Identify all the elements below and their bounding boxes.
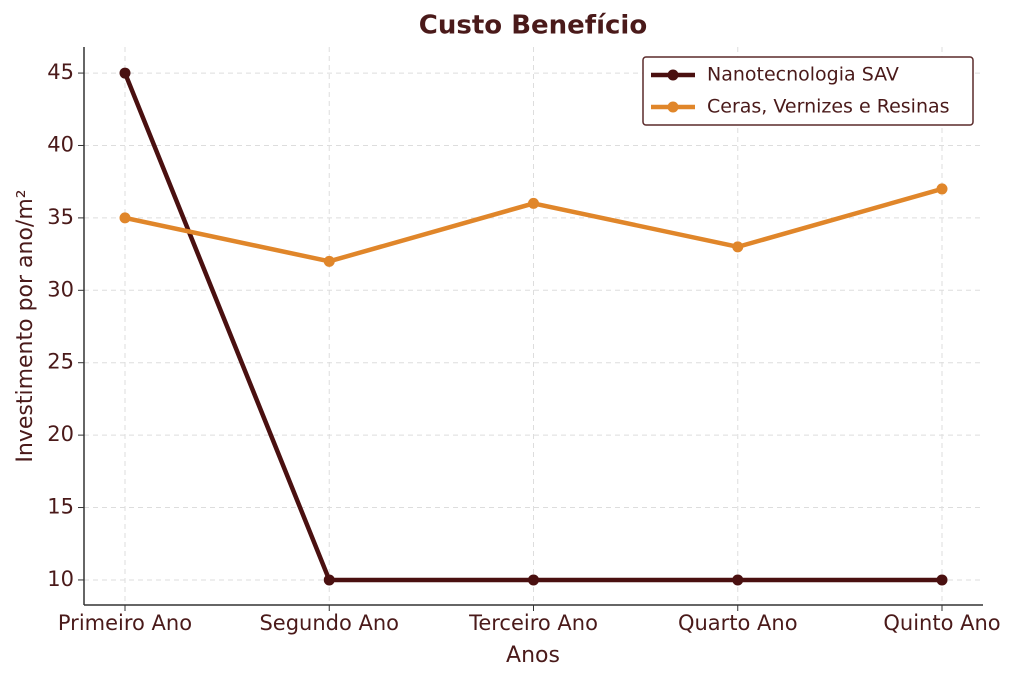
data-point	[732, 574, 744, 586]
y-tick-label: 20	[47, 422, 74, 446]
chart-title: Custo Benefício	[419, 11, 647, 41]
data-point	[936, 183, 948, 195]
legend: Nanotecnologia SAV Ceras, Vernizes e Resi…	[642, 56, 974, 126]
x-tick-label: Segundo Ano	[259, 611, 399, 635]
x-axis-label: Anos	[506, 643, 560, 668]
y-tick-label: 15	[47, 495, 74, 519]
legend-box	[642, 56, 974, 126]
data-point	[528, 574, 539, 586]
legend-label: Ceras, Vernizes e Resinas	[707, 96, 950, 118]
y-tick-label: 10	[47, 567, 74, 591]
data-point	[528, 197, 539, 209]
y-tick-label: 45	[47, 60, 74, 84]
y-tick-label: 40	[47, 132, 74, 156]
y-tick-label: 35	[47, 205, 74, 229]
x-tick-label: Quarto Ano	[678, 611, 798, 635]
data-point	[732, 241, 744, 253]
x-tick-label: Terceiro Ano	[468, 611, 598, 635]
data-point	[323, 255, 335, 267]
x-tick-label: Quinto Ano	[883, 611, 1000, 635]
y-tick-label: 30	[47, 277, 74, 301]
data-point	[936, 574, 948, 586]
legend-marker	[667, 69, 679, 81]
x-tick-label: Primeiro Ano	[58, 611, 192, 635]
data-point	[323, 574, 335, 586]
y-tick-label: 25	[47, 350, 74, 374]
legend-marker	[667, 101, 679, 113]
data-point	[119, 67, 131, 79]
y-axis-label: Investimento por ano/m²	[13, 189, 38, 462]
data-point	[119, 212, 131, 224]
legend-label: Nanotecnologia SAV	[707, 64, 899, 86]
